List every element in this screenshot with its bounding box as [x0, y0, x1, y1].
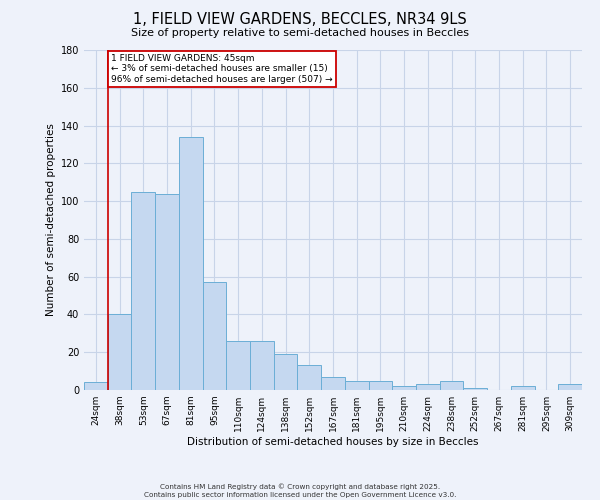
Bar	[226, 341, 250, 390]
Bar	[558, 384, 582, 390]
Bar	[392, 386, 416, 390]
Bar	[321, 377, 345, 390]
Bar	[179, 137, 203, 390]
Text: 1 FIELD VIEW GARDENS: 45sqm
← 3% of semi-detached houses are smaller (15)
96% of: 1 FIELD VIEW GARDENS: 45sqm ← 3% of semi…	[111, 54, 333, 84]
Bar	[131, 192, 155, 390]
Bar	[440, 380, 463, 390]
Bar	[108, 314, 131, 390]
Bar	[84, 382, 108, 390]
Text: Size of property relative to semi-detached houses in Beccles: Size of property relative to semi-detach…	[131, 28, 469, 38]
Bar	[155, 194, 179, 390]
Text: 1, FIELD VIEW GARDENS, BECCLES, NR34 9LS: 1, FIELD VIEW GARDENS, BECCLES, NR34 9LS	[133, 12, 467, 28]
Bar	[203, 282, 226, 390]
Bar	[416, 384, 440, 390]
Bar	[463, 388, 487, 390]
X-axis label: Distribution of semi-detached houses by size in Beccles: Distribution of semi-detached houses by …	[187, 437, 479, 447]
Bar	[368, 380, 392, 390]
Bar	[250, 341, 274, 390]
Y-axis label: Number of semi-detached properties: Number of semi-detached properties	[46, 124, 56, 316]
Bar	[274, 354, 298, 390]
Bar	[298, 366, 321, 390]
Text: Contains HM Land Registry data © Crown copyright and database right 2025.
Contai: Contains HM Land Registry data © Crown c…	[144, 484, 456, 498]
Bar	[511, 386, 535, 390]
Bar	[345, 380, 368, 390]
